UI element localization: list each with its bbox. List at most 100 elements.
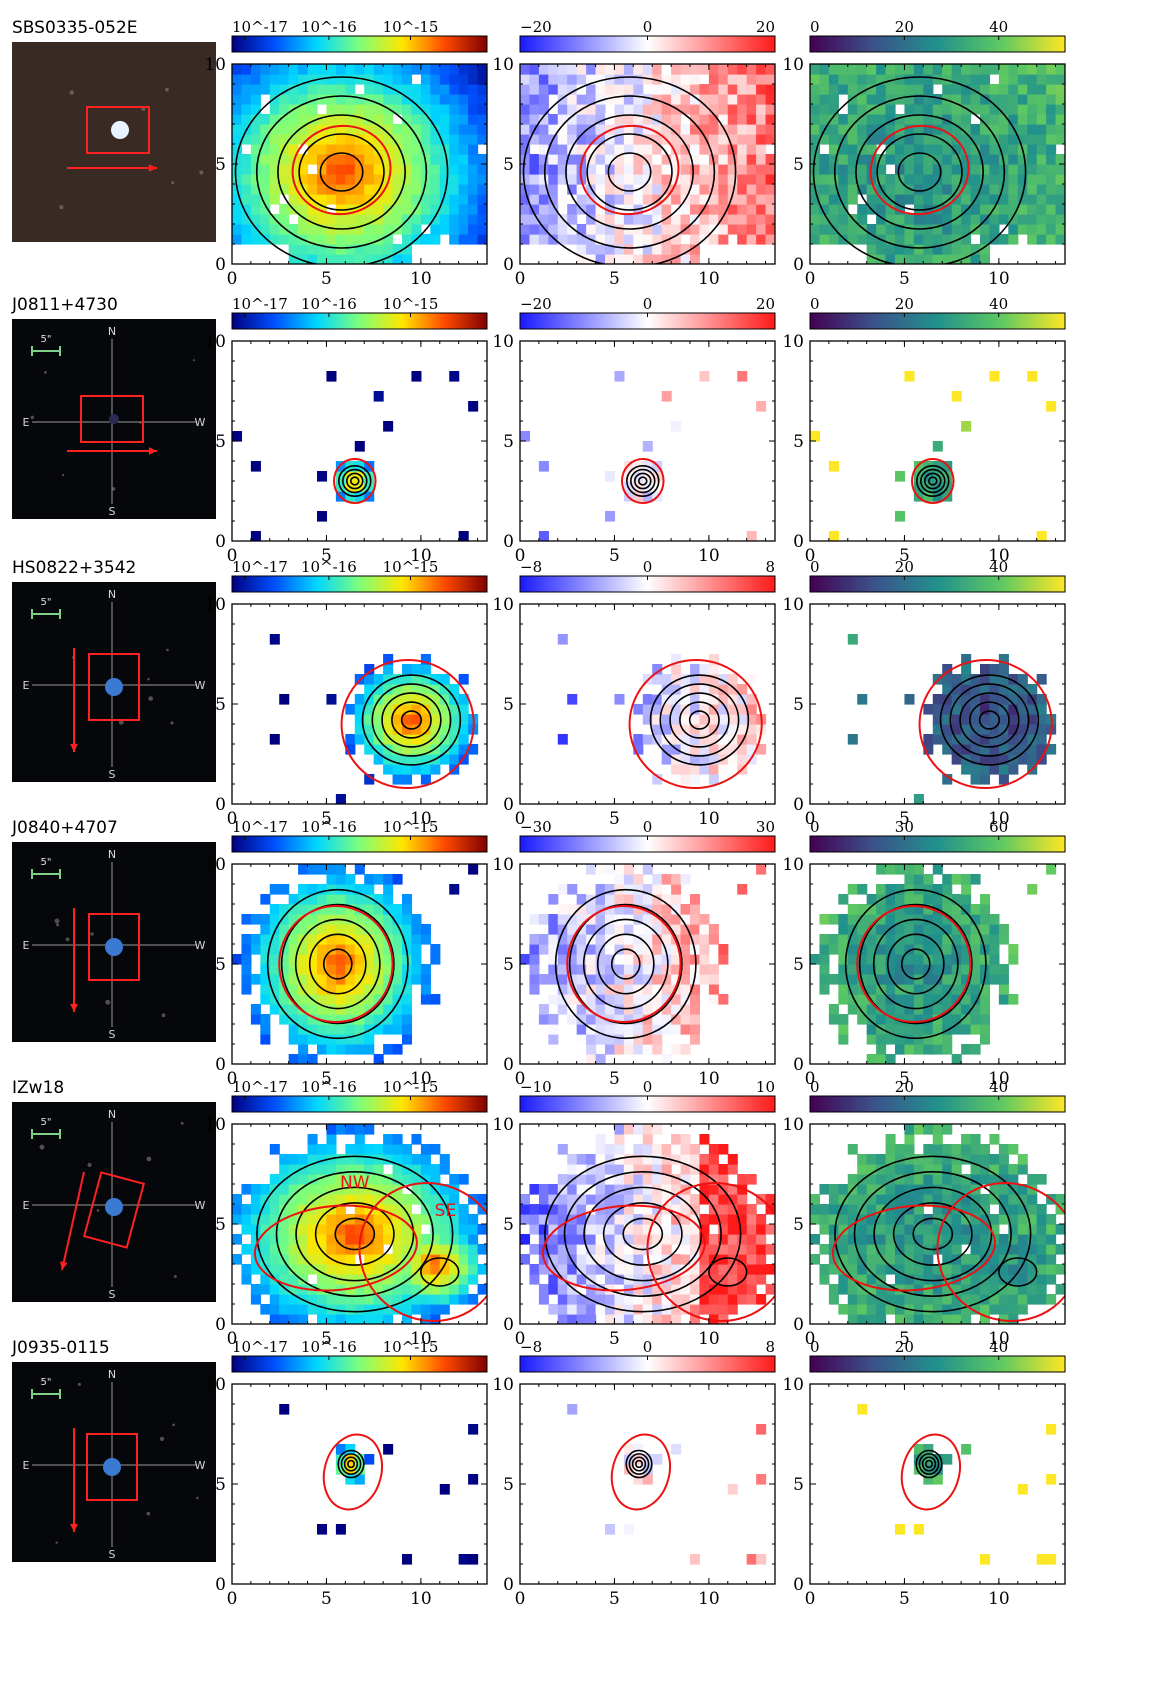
map-pixel [477, 184, 487, 195]
map-pixel [847, 634, 858, 645]
map-pixel [411, 1134, 422, 1145]
map-pixel [876, 1204, 887, 1215]
map-pixel [980, 124, 991, 135]
map-pixel [420, 1284, 431, 1295]
map-pixel [345, 894, 356, 905]
flux-contour [649, 674, 750, 766]
map-pixel [317, 471, 328, 482]
map-pixel [411, 734, 422, 745]
map-pixel [335, 874, 346, 885]
map-pixel [633, 1274, 644, 1285]
map-pixel [354, 254, 365, 264]
map-pixel [326, 94, 337, 105]
map-pixel [718, 704, 729, 715]
map-pixel [680, 184, 691, 195]
map-pixel [847, 1144, 858, 1155]
map-pixel [623, 74, 634, 85]
map-pixel [383, 1294, 394, 1305]
map-pixel [857, 164, 868, 175]
map-area [232, 64, 487, 264]
compass-label-n: N [108, 325, 116, 338]
map-pixel [307, 234, 318, 245]
map-pixel [980, 744, 991, 755]
compass-label-w: W [195, 416, 206, 429]
map-pixel [838, 964, 849, 975]
map-pixel [548, 224, 559, 235]
map-pixel [623, 964, 634, 975]
map-pixel [847, 984, 858, 995]
map-pixel [838, 164, 849, 175]
map-pixel [708, 1204, 719, 1215]
map-pixel [857, 694, 868, 705]
map-pixel [576, 1034, 587, 1045]
map-pixel [402, 124, 413, 135]
map-pixel [430, 954, 441, 965]
map-pixel [420, 714, 431, 725]
map-pixel [661, 94, 672, 105]
map-pixel [737, 1254, 748, 1265]
map-pixel [1036, 174, 1047, 185]
map-pixel [895, 94, 906, 105]
map-pixel [913, 471, 924, 482]
map-pixel [392, 1264, 403, 1275]
map-pixel [529, 84, 540, 95]
map-pixel [942, 964, 953, 975]
map-pixel [727, 64, 738, 75]
map-pixel [402, 154, 413, 165]
map-pixel [538, 944, 549, 955]
map-pixel [866, 1314, 877, 1324]
map-pixel [642, 864, 653, 875]
map-pixel [932, 1024, 943, 1035]
map-pixel [765, 64, 775, 75]
map-pixel [520, 94, 531, 105]
map-pixel [847, 1204, 858, 1215]
map-pixel [576, 974, 587, 985]
map-pixel [756, 114, 767, 125]
aperture-ellipse [918, 658, 1053, 790]
map-pixel [623, 471, 634, 482]
map-pixel [411, 124, 422, 135]
map-pixel [392, 1254, 403, 1265]
map-pixel [661, 194, 672, 205]
ifu-footprint [88, 653, 140, 721]
scan-direction-arrowhead [70, 743, 78, 752]
map-pixel [614, 1134, 625, 1145]
map-pixel [652, 184, 663, 195]
map-pixel [354, 724, 365, 735]
map-pixel [857, 944, 868, 955]
map-pixel [317, 1314, 328, 1324]
map-pixel [595, 184, 606, 195]
map-pixel [364, 884, 375, 895]
map-pixel [819, 1184, 830, 1195]
map-pixel [250, 1014, 261, 1025]
map-pixel [623, 124, 634, 135]
map-pixel [1027, 224, 1038, 235]
map-pixel [557, 194, 568, 205]
map-pixel [392, 984, 403, 995]
map-pixel [961, 894, 972, 905]
map-pixel [932, 894, 943, 905]
map-pixel [652, 944, 663, 955]
map-pixel [567, 1304, 578, 1315]
map-pixel [326, 934, 337, 945]
map-pixel [345, 471, 356, 482]
colorbar-tick-label: 0 [643, 18, 653, 36]
y-tick-label: 5 [793, 695, 804, 715]
map-pixel [866, 994, 877, 1005]
map-pixel [449, 1184, 460, 1195]
map-pixel [857, 1254, 868, 1265]
map-pixel [857, 994, 868, 1005]
map-pixel [317, 1214, 328, 1225]
map-pixel [690, 1154, 701, 1165]
map-pixel [298, 914, 309, 925]
map-pixel [913, 461, 924, 472]
map-pixel [961, 874, 972, 885]
map-pixel [623, 114, 634, 125]
map-pixel [614, 1264, 625, 1275]
map-pixel [430, 1224, 441, 1235]
map-pixel [623, 984, 634, 995]
colorbar-tick-label: 0 [810, 818, 820, 836]
map-pixel [642, 884, 653, 895]
map-pixel [633, 234, 644, 245]
map-pixel [671, 1144, 682, 1155]
